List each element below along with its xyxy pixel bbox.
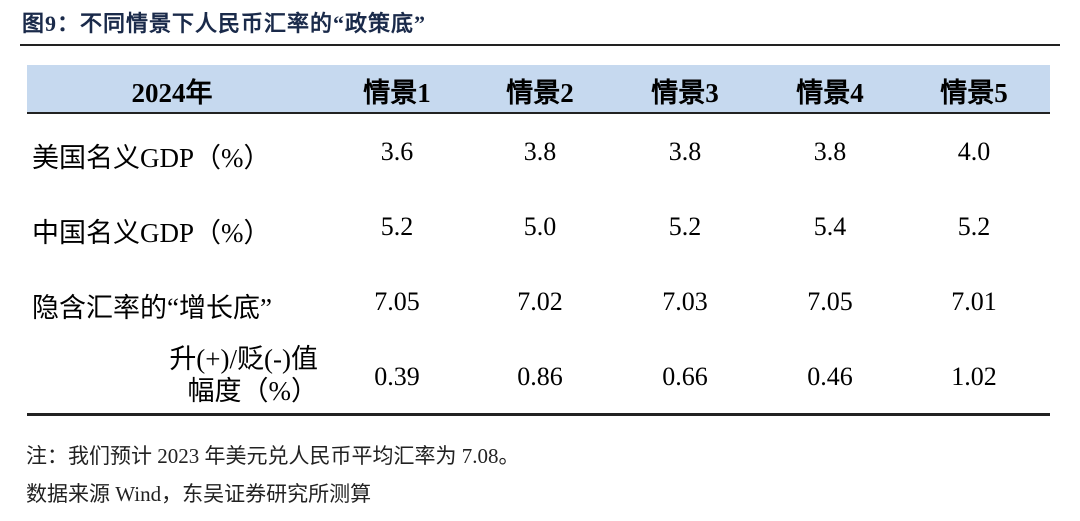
- table-cell: 7.01: [951, 287, 997, 316]
- row-label: 美国名义GDP（%）: [32, 143, 271, 173]
- source: 数据来源 Wind，东吴证券研究所测算: [26, 482, 372, 506]
- table-cell: 3.8: [523, 137, 557, 166]
- row-label: 中国名义GDP（%）: [32, 218, 271, 248]
- header-background: [27, 65, 1050, 112]
- table-cell: 5.2: [380, 212, 414, 241]
- table-cell: 5.0: [523, 212, 557, 241]
- table-cell: 7.05: [374, 287, 420, 316]
- table-cell: 4.0: [957, 137, 991, 166]
- table-cell: 5.4: [813, 212, 847, 241]
- table-cell: 5.2: [668, 212, 702, 241]
- rule: [27, 413, 1050, 416]
- table-cell: 7.05: [807, 287, 853, 316]
- column-header: 情景4: [796, 78, 864, 108]
- note: 注：我们预计 2023 年美元兑人民币平均汇率为 7.08。: [26, 444, 520, 468]
- table-cell: 1.02: [951, 362, 997, 391]
- table-cell: 7.03: [662, 287, 708, 316]
- table-cell: 0.66: [662, 362, 708, 391]
- column-header: 情景3: [651, 78, 719, 108]
- table-cell: 5.2: [957, 212, 991, 241]
- figure-title: 图9：不同情景下人民币汇率的“政策底”: [22, 11, 427, 36]
- table-cell: 0.39: [374, 362, 420, 391]
- rule: [27, 112, 1050, 114]
- row-label: 隐含汇率的“增长底”: [32, 293, 272, 323]
- column-header: 情景1: [363, 78, 431, 108]
- column-header: 情景5: [940, 78, 1008, 108]
- rule: [20, 44, 1060, 46]
- row-label: 幅度（%）: [187, 376, 319, 406]
- table-cell: 3.8: [668, 137, 702, 166]
- column-header: 2024年: [131, 78, 213, 108]
- table-cell: 3.8: [813, 137, 847, 166]
- table-cell: 3.6: [380, 137, 414, 166]
- table-cell: 0.86: [517, 362, 563, 391]
- table-cell: 7.02: [517, 287, 563, 316]
- table-cell: 0.46: [807, 362, 853, 391]
- column-header: 情景2: [506, 78, 574, 108]
- row-label: 升(+)/贬(-)值: [169, 344, 318, 374]
